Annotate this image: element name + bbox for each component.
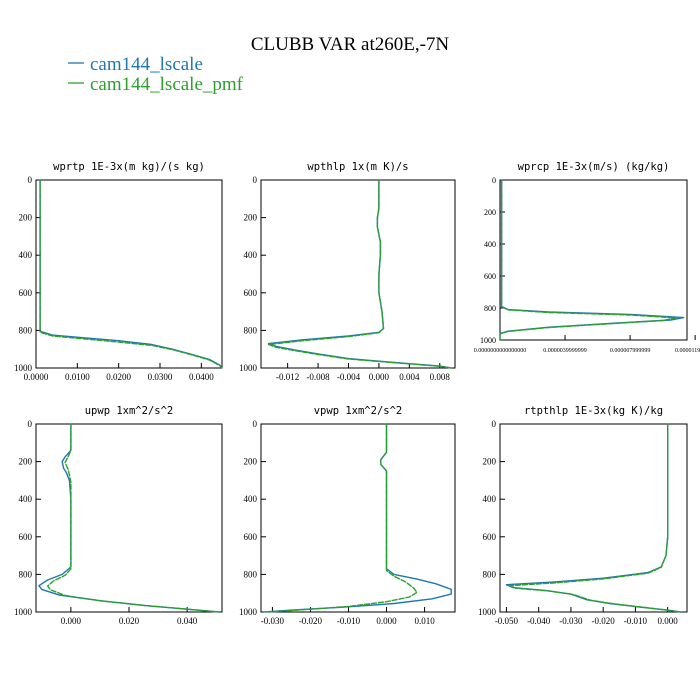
- x-tick-label: 0.040: [177, 616, 198, 626]
- x-tick-label: 0.0300: [148, 372, 173, 382]
- x-tick-label: -0.030: [261, 616, 285, 626]
- y-tick-label: 1000: [478, 607, 497, 617]
- plot-frame: [260, 423, 456, 613]
- x-tick-label: -0.040: [527, 616, 551, 626]
- plot-frame: [35, 423, 223, 613]
- series-line-lscale-pmf: [267, 179, 452, 369]
- y-tick-label: 400: [244, 250, 258, 260]
- panel-3: wprcp 1E-3x(m/s) (kg/kg) 0 200 400 600 800 100…: [474, 161, 700, 354]
- panel-title: rtpthlp 1E-3x(kg K)/kg: [524, 405, 663, 417]
- x-tick-label: -0.020: [299, 616, 323, 626]
- y-tick-label: 200: [19, 457, 33, 467]
- x-tick-label: 0.000: [376, 616, 397, 626]
- x-tick-label: 0.000: [61, 616, 82, 626]
- series-line-lscale-pmf: [499, 179, 677, 341]
- y-tick-label: 800: [483, 569, 497, 579]
- panel-title: wpthlp 1x(m K)/s: [307, 161, 408, 173]
- x-tick-label: 0.010: [414, 616, 435, 626]
- plot-frame: [260, 179, 456, 369]
- panel-5: vpwp 1xm^2/s^2 0 200 400 600 800 1000-0.030 -0.…: [239, 405, 456, 626]
- y-tick-label: 0: [28, 175, 33, 185]
- x-tick-label: -0.030: [559, 616, 583, 626]
- panel-title: upwp 1xm^2/s^2: [85, 405, 174, 417]
- y-tick-label: 1000: [239, 607, 258, 617]
- series-line-lscale-pmf: [267, 423, 418, 613]
- y-tick-label: 200: [244, 213, 258, 223]
- y-tick-label: 0: [253, 175, 258, 185]
- y-tick-label: 200: [484, 208, 496, 217]
- panel-title: wprtp 1E-3x(m kg)/(s kg): [53, 161, 205, 173]
- panel-4: upwp 1xm^2/s^2 0 200 400 600 800 1000 0.000 0.02…: [14, 405, 223, 626]
- x-tick-label: 0.000: [658, 616, 679, 626]
- x-tick-label: 0.0000: [24, 372, 49, 382]
- x-tick-label: 0.0000039999999: [543, 348, 587, 354]
- legend-label-pmf: cam144_lscale_pmf: [90, 74, 244, 95]
- y-tick-label: 200: [19, 213, 33, 223]
- y-tick-label: 600: [19, 532, 33, 542]
- x-tick-label: 0.0200: [106, 372, 131, 382]
- y-tick-label: 600: [19, 288, 33, 298]
- y-tick-label: 200: [244, 457, 258, 467]
- panel-title: vpwp 1xm^2/s^2: [314, 405, 403, 417]
- x-tick-label: -0.010: [337, 616, 361, 626]
- x-tick-label: -0.020: [592, 616, 616, 626]
- y-tick-label: 800: [244, 569, 258, 579]
- panel-2: wpthlp 1x(m K)/s02004006008001000-0.012-…: [239, 161, 456, 382]
- y-tick-label: 800: [244, 325, 258, 335]
- x-tick-label: 0.000011999999: [675, 348, 700, 354]
- y-tick-label: 800: [19, 569, 33, 579]
- figure-title: CLUBB VAR at260E,-7N: [251, 34, 450, 55]
- y-tick-label: 1000: [14, 363, 33, 373]
- series-line-lscale: [267, 179, 452, 369]
- x-tick-label: 0.000: [369, 372, 390, 382]
- plot-frame: [499, 423, 688, 613]
- series-line-lscale-pmf: [39, 179, 223, 369]
- y-tick-label: 600: [244, 288, 258, 298]
- x-tick-label: -0.050: [495, 616, 519, 626]
- panel-title: wprcp 1E-3x(m/s) (kg/kg): [518, 161, 670, 173]
- y-tick-label: 800: [484, 304, 496, 313]
- y-tick-label: 400: [19, 494, 33, 504]
- x-tick-label: -0.012: [276, 372, 299, 382]
- x-tick-label: 0.0400: [189, 372, 214, 382]
- y-tick-label: 600: [484, 272, 496, 281]
- x-tick-label: 0.0000000000000000: [474, 348, 527, 354]
- y-tick-label: 1000: [480, 336, 496, 345]
- x-tick-label: 0.000007999999: [610, 348, 651, 354]
- series-line-lscale-pmf: [509, 423, 682, 613]
- panels-grid: wprtp 1E-3x(m kg)/(s kg) 0 200 400 600 800 100…: [14, 161, 700, 626]
- y-tick-label: 400: [244, 494, 258, 504]
- x-tick-label: 0.020: [119, 616, 140, 626]
- y-tick-label: 400: [484, 240, 496, 249]
- plot-frame: [35, 179, 223, 369]
- y-tick-label: 400: [483, 494, 497, 504]
- x-tick-label: 0.0100: [65, 372, 90, 382]
- y-tick-label: 200: [483, 457, 497, 467]
- y-tick-label: 0: [492, 419, 497, 429]
- plot-frame: [499, 179, 688, 341]
- y-tick-label: 0: [28, 419, 33, 429]
- x-tick-label: -0.010: [624, 616, 648, 626]
- panel-6: rtpthlp 1E-3x(kg K)/kg02004006008001000-…: [478, 405, 688, 626]
- y-tick-label: 800: [19, 325, 33, 335]
- panel-1: wprtp 1E-3x(m kg)/(s kg) 0 200 400 600 800 100…: [14, 161, 223, 382]
- series-line-lscale-pmf: [46, 423, 220, 613]
- series-line-lscale: [264, 423, 452, 613]
- x-tick-label: 0.008: [430, 372, 451, 382]
- x-tick-label: -0.004: [337, 372, 361, 382]
- y-tick-label: 600: [244, 532, 258, 542]
- x-tick-label: 0.004: [399, 372, 420, 382]
- y-tick-label: 1000: [14, 607, 33, 617]
- y-tick-label: 400: [19, 250, 33, 260]
- y-tick-label: 0: [492, 176, 496, 185]
- y-tick-label: 0: [253, 419, 258, 429]
- legend-label-lscale: cam144_lscale: [90, 54, 203, 75]
- series-line-lscale: [39, 179, 223, 369]
- series-line-lscale: [38, 423, 220, 613]
- x-tick-label: -0.008: [306, 372, 330, 382]
- y-tick-label: 1000: [239, 363, 258, 373]
- legend: cam144_lscale cam144_lscale_pmf: [68, 54, 244, 95]
- y-tick-label: 600: [483, 532, 497, 542]
